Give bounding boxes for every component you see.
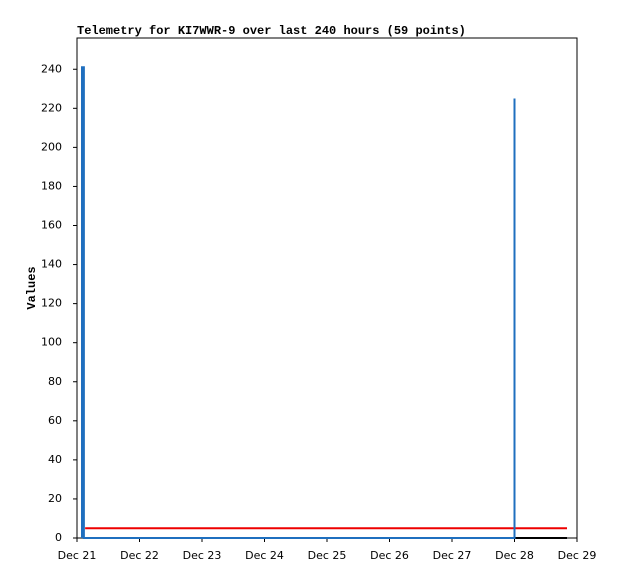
- y-tick-label: 0: [55, 531, 62, 544]
- y-tick-label: 100: [41, 336, 62, 349]
- y-tick-label: 220: [41, 101, 62, 114]
- x-tick-label: Dec 21: [58, 549, 97, 562]
- y-tick-label: 80: [48, 375, 62, 388]
- x-tick-label: Dec 25: [308, 549, 347, 562]
- y-tick-label: 180: [41, 179, 62, 192]
- plot-frame: [76, 37, 578, 539]
- x-tick-label: Dec 28: [495, 549, 534, 562]
- x-tick-label: Dec 24: [245, 549, 284, 562]
- y-tick-label: 240: [41, 62, 62, 75]
- x-tick-label: Dec 26: [370, 549, 409, 562]
- y-tick-label: 200: [41, 140, 62, 153]
- chart-title: Telemetry for KI7WWR-9 over last 240 hou…: [77, 24, 466, 38]
- series-line: [81, 66, 516, 539]
- y-tick-label: 60: [48, 414, 62, 427]
- y-tick-label: 120: [41, 297, 62, 310]
- y-tick-label: 160: [41, 219, 62, 232]
- x-tick-label: Dec 29: [558, 549, 597, 562]
- x-tick-label: Dec 23: [183, 549, 222, 562]
- y-tick-label: 140: [41, 258, 62, 271]
- x-tick-label: Dec 22: [120, 549, 159, 562]
- x-tick-label: Dec 27: [433, 549, 472, 562]
- y-tick-label: 40: [48, 453, 62, 466]
- y-tick-label: 20: [48, 492, 62, 505]
- y-axis-label: Values: [25, 266, 39, 309]
